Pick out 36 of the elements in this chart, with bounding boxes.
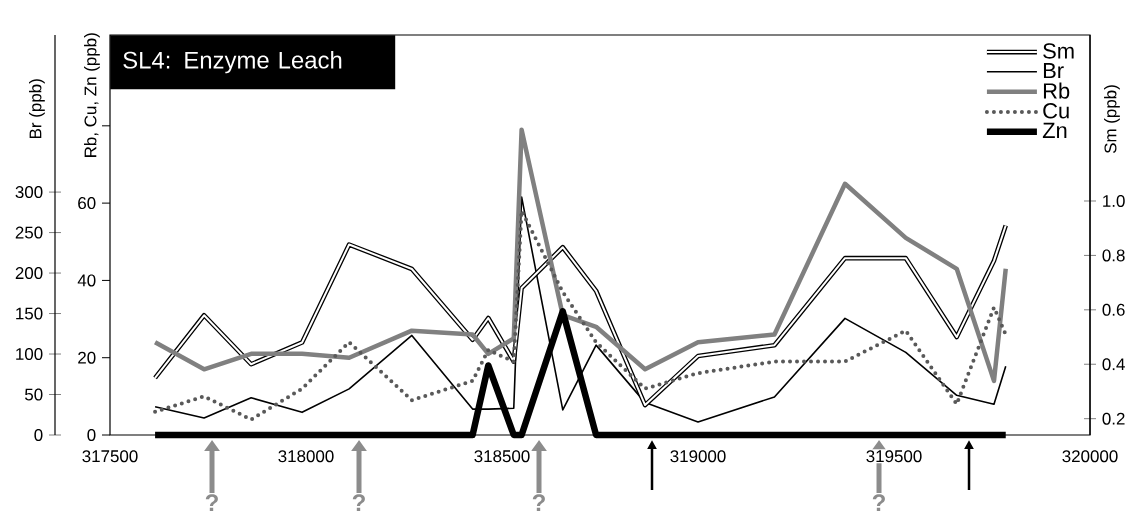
y3-tick-label: 0.2 xyxy=(1102,412,1125,425)
y2-tick-label: 40 xyxy=(77,274,96,287)
x-tick-label: 318000 xyxy=(278,450,334,463)
x-tick-label: 318500 xyxy=(474,450,530,463)
y3-tick-label: 0.4 xyxy=(1102,358,1125,371)
text: ? xyxy=(872,494,885,511)
text: SL4: Enzyme Leach xyxy=(123,51,342,74)
text: ? xyxy=(352,494,365,511)
y-tick-label: 50 xyxy=(24,388,43,401)
y2-axis-title: Rb, Cu, Zn (ppb) xyxy=(84,33,100,157)
text: ? xyxy=(205,494,218,511)
y-axis-title: Br (ppb) xyxy=(29,79,45,138)
y-tick-label: 150 xyxy=(16,307,43,320)
line-series xyxy=(152,127,1008,384)
y3-axis-title: Sm (ppb) xyxy=(1104,85,1120,154)
y3-tick-label: 1.0 xyxy=(1103,194,1125,207)
x-tick-label: 320000 xyxy=(1062,450,1118,463)
y2-tick-label: 0 xyxy=(87,429,96,441)
y3-tick-label: 0.8 xyxy=(1102,249,1125,262)
y2-tick-label: 20 xyxy=(78,351,96,364)
legend-label: Cu xyxy=(1043,103,1069,119)
y-tick-label: 0 xyxy=(34,429,43,441)
legend-label: Sm xyxy=(1043,43,1074,59)
y-tick-label: 300 xyxy=(15,186,43,199)
x-tick-label: 317500 xyxy=(82,450,138,463)
x-tick-label: 319000 xyxy=(670,450,726,463)
y3-tick-label: 0.6 xyxy=(1102,303,1125,316)
y-tick-label: 250 xyxy=(15,226,43,239)
text: ? xyxy=(532,494,545,511)
legend-label: Rb xyxy=(1043,82,1070,99)
legend-label: Br xyxy=(1043,63,1064,79)
legend-label: Zn xyxy=(1042,122,1067,138)
y2-tick-label: 60 xyxy=(78,197,96,210)
y-tick-label: 200 xyxy=(15,267,43,280)
x-tick-label: 319500 xyxy=(866,450,922,463)
y-tick-label: 100 xyxy=(16,348,43,361)
